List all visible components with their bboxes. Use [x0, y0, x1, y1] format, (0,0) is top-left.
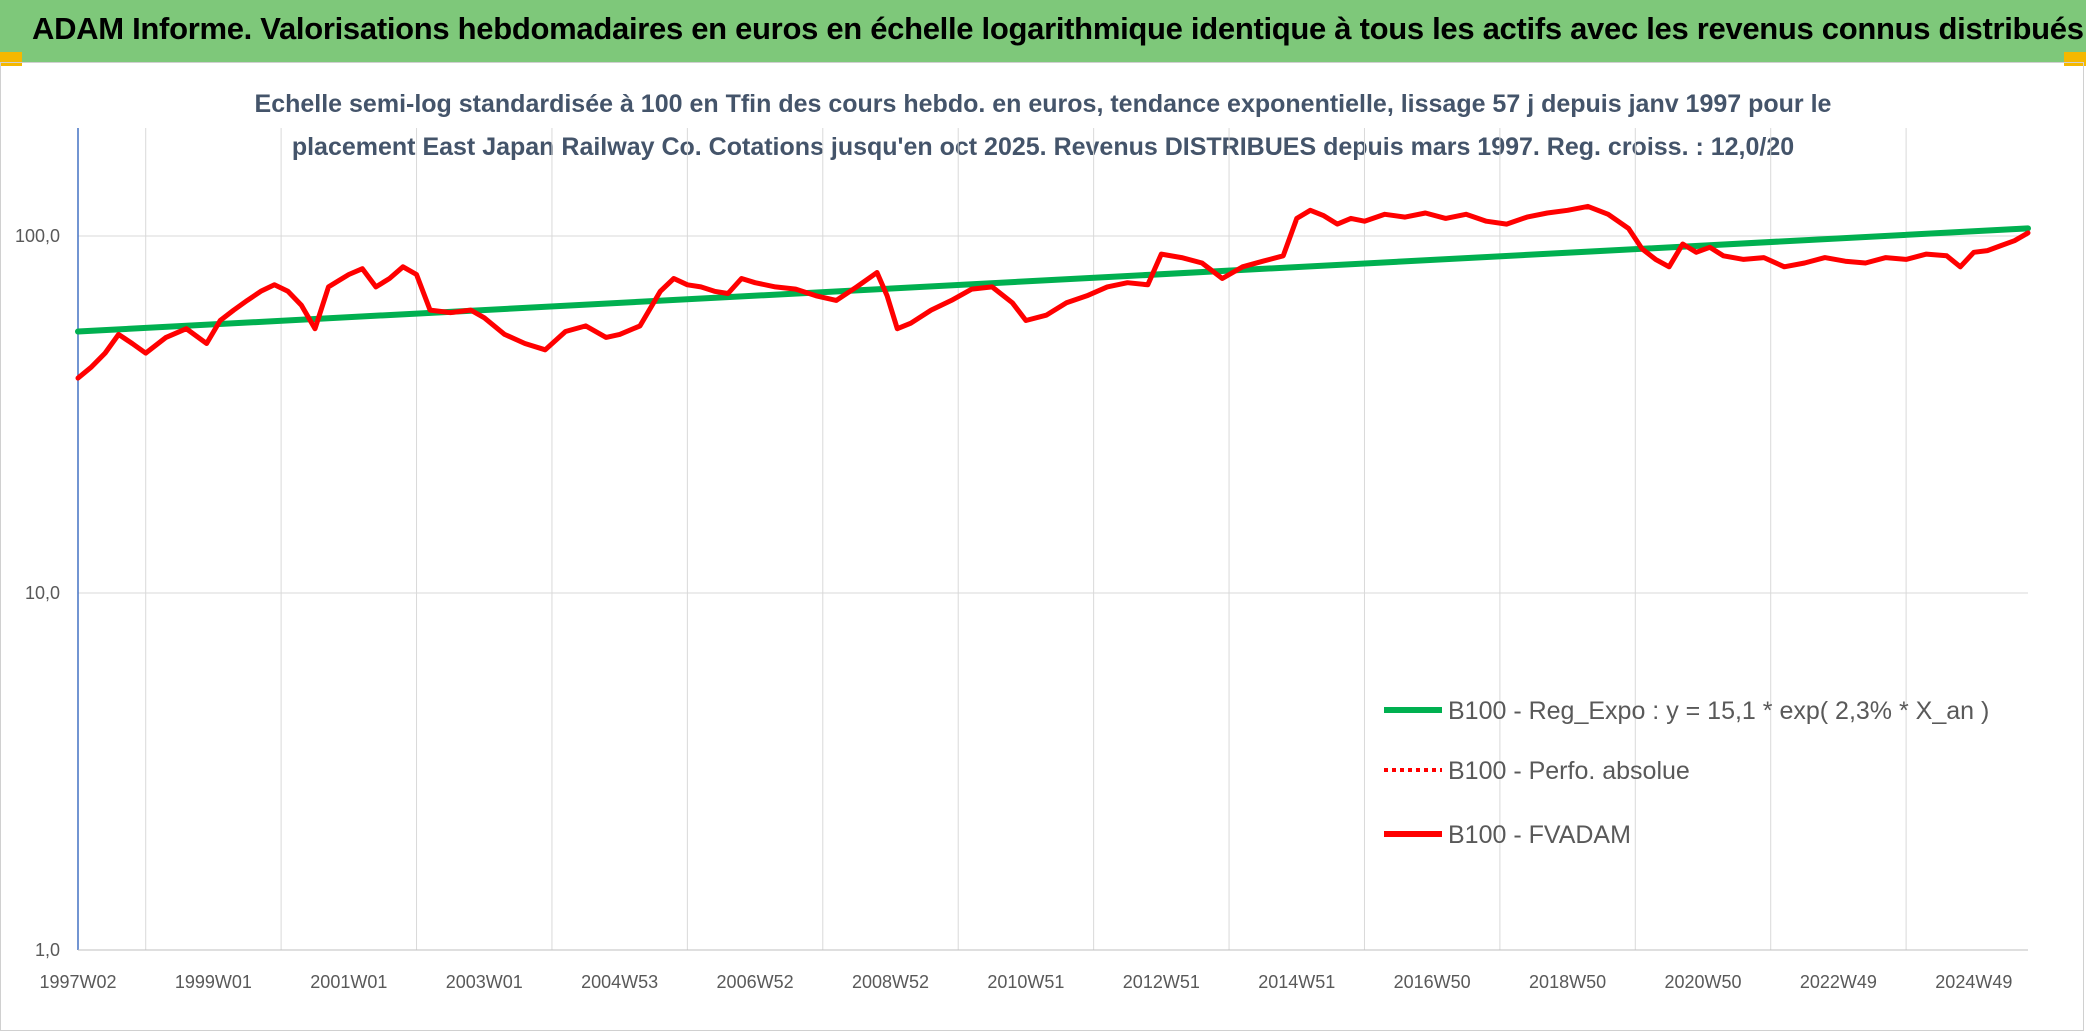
- x-tick-label: 2008W52: [852, 972, 929, 992]
- x-tick-label: 2018W50: [1529, 972, 1606, 992]
- y-tick-label: 100,0: [15, 226, 60, 246]
- x-tick-label: 2001W01: [310, 972, 387, 992]
- series-line-fvadam: [75, 203, 2031, 381]
- x-tick-label: 2003W01: [446, 972, 523, 992]
- y-tick-label: 1,0: [35, 940, 60, 960]
- header-banner: ADAM Informe. Valorisations hebdomadaire…: [0, 0, 2086, 62]
- x-tick-label: 2012W51: [1123, 972, 1200, 992]
- x-tick-label: 2010W51: [987, 972, 1064, 992]
- page-title: ADAM Informe. Valorisations hebdomadaire…: [32, 11, 2084, 46]
- y-tick-label: 10,0: [25, 583, 60, 603]
- legend-item-reg-expo-label: B100 - Reg_Expo : y = 15,1 * exp( 2,3% *…: [1448, 697, 1989, 725]
- x-tick-label: 2024W49: [1935, 972, 2012, 992]
- x-tick-label: 1999W01: [175, 972, 252, 992]
- series-line-reg-expo: [75, 225, 2031, 335]
- x-tick-label: 1997W02: [39, 972, 116, 992]
- chart-frame: [0, 62, 2084, 1031]
- x-tick-label: 2014W51: [1258, 972, 1335, 992]
- legend-item-perfo-absolue-label: B100 - Perfo. absolue: [1448, 757, 1690, 785]
- chart-title-line-1: Echelle semi-log standardisée à 100 en T…: [254, 90, 1832, 118]
- x-tick-label: 2004W53: [581, 972, 658, 992]
- x-tick-label: 2006W52: [717, 972, 794, 992]
- legend-item-fvadam-label: B100 - FVADAM: [1448, 821, 1631, 849]
- x-tick-label: 2020W50: [1664, 972, 1741, 992]
- chart-title-line-2: placement East Japan Railway Co. Cotatio…: [291, 133, 1795, 161]
- x-tick-label: 2016W50: [1394, 972, 1471, 992]
- x-tick-label: 2022W49: [1800, 972, 1877, 992]
